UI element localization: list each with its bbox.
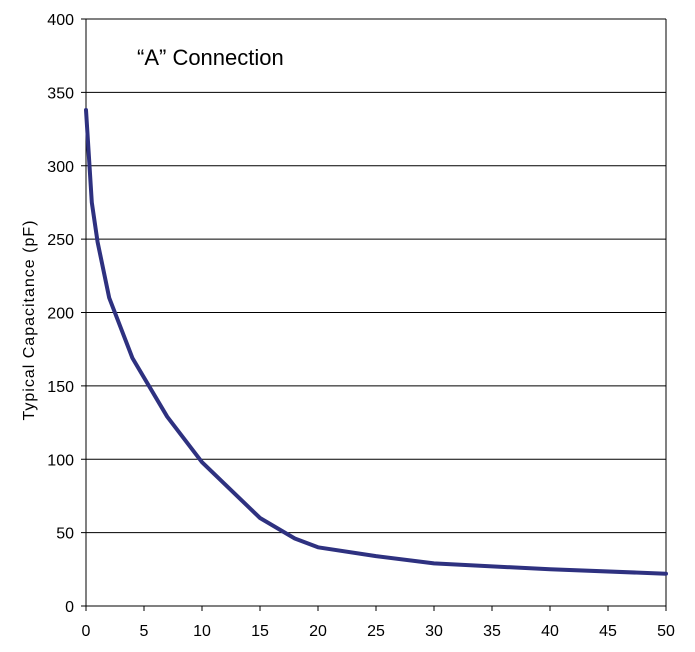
y-tick-label-150: 150: [47, 379, 74, 396]
x-tick-label-10: 10: [193, 623, 211, 640]
series-line: [84, 108, 668, 576]
y-tick-labels: 0 50 100 150 200 250 300 350 400: [47, 12, 86, 616]
y-tick-label-250: 250: [47, 232, 74, 249]
x-tick-label-25: 25: [367, 623, 385, 640]
y-tick-label-50: 50: [56, 526, 74, 543]
x-tick-label-50: 50: [657, 623, 675, 640]
y-tick-label-0: 0: [65, 599, 74, 616]
x-tick-label-5: 5: [140, 623, 149, 640]
x-tick-label-0: 0: [82, 623, 91, 640]
x-tick-label-45: 45: [599, 623, 617, 640]
x-tick-labels: 0 5 10 15 20 25 30 35 40 45 50: [82, 606, 675, 640]
x-tick-label-20: 20: [309, 623, 327, 640]
x-tick-label-35: 35: [483, 623, 501, 640]
x-tick-label-30: 30: [425, 623, 443, 640]
y-tick-label-100: 100: [47, 452, 74, 469]
x-tick-label-40: 40: [541, 623, 559, 640]
x-tick-label-15: 15: [251, 623, 269, 640]
y-tick-label-400: 400: [47, 12, 74, 29]
y-axis-label: Typical Capacitance (pF): [21, 220, 38, 421]
y-tick-label-300: 300: [47, 159, 74, 176]
connection-annotation: “A” Connection: [137, 45, 284, 70]
grid-lines: [86, 18, 666, 534]
y-tick-label-350: 350: [47, 85, 74, 102]
y-tick-label-200: 200: [47, 306, 74, 323]
